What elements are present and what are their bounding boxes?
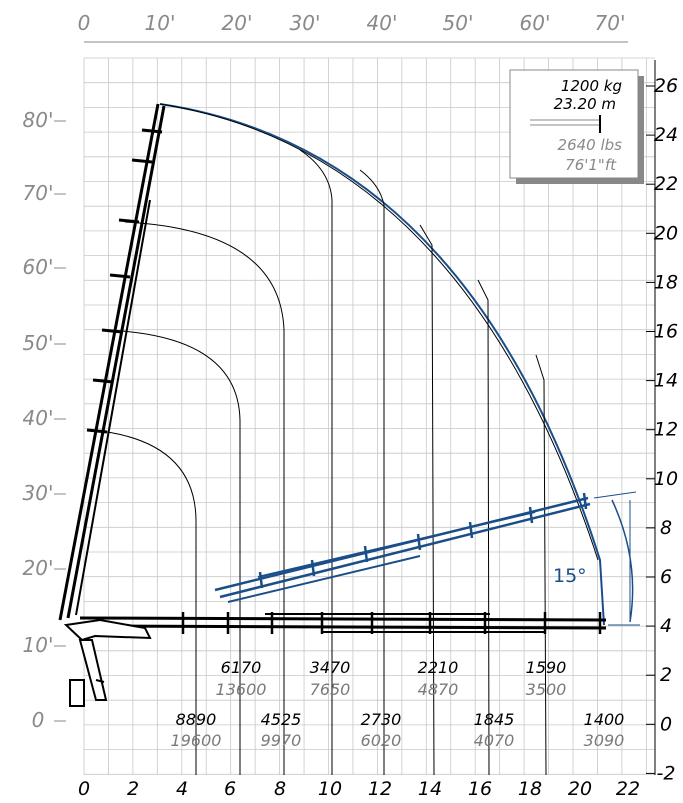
boom-joint: [528, 506, 534, 524]
ft-left-tick: 70': [23, 181, 54, 205]
feet-axis-left: 80' 70' 60' 50' 40' 30' 20' 10' 0: [23, 108, 66, 732]
m-right-tick: 0: [660, 713, 672, 735]
load-kg: 2210: [418, 658, 459, 677]
ft-left-tick: 30': [23, 481, 54, 505]
legend-m: 23.20 m: [554, 95, 616, 113]
boom-joint: [101, 328, 123, 334]
load-kg: 8890: [176, 710, 217, 729]
ft-left-tick: 40': [23, 406, 54, 430]
ft-top-tick: 0: [78, 11, 91, 35]
load-lbs: 7650: [310, 680, 351, 699]
load-curves: [91, 149, 547, 776]
ft-top-tick: 70': [595, 11, 626, 35]
ft-top-tick: 20': [222, 11, 253, 35]
load-lbs: 4870: [418, 680, 459, 699]
crane-base: [63, 618, 152, 707]
feet-axis-top: 0 10' 20' 30' 40' 50' 60' 70': [78, 11, 628, 43]
m-bottom-tick: 2: [127, 778, 139, 800]
ft-top-tick: 30': [290, 11, 321, 35]
legend-ft: 76'1"ft: [565, 156, 617, 174]
m-bottom-tick: 14: [418, 778, 442, 800]
load-kg: 6170: [221, 658, 262, 677]
load-lbs: 3090: [584, 731, 625, 750]
load-labels-lower: 8890 19600 4525 9970 2730 6020 1845 4070 1400 309…: [171, 710, 625, 750]
load-lbs: 19600: [171, 731, 222, 750]
legend-lbs: 2640 lbs: [558, 136, 623, 154]
boom-horizontal: [79, 612, 607, 634]
m-bottom-tick: 12: [368, 778, 392, 800]
legend-box: 1200 kg 23.20 m 2640 lbs 76'1"ft: [509, 69, 644, 184]
m-bottom-tick: 10: [318, 778, 342, 800]
angle-indicator: 15°: [553, 491, 640, 626]
meter-axis-bottom: 0 2 4 6 8 10 12 14 16 18 20 22: [78, 778, 640, 800]
ft-left-tick: 80': [23, 108, 54, 132]
ft-left-tick: 10': [23, 633, 54, 657]
m-right-tick: 8: [660, 517, 672, 539]
ft-left-tick: 60': [23, 255, 54, 279]
boom-joint: [468, 521, 474, 539]
ft-top-tick: 60': [520, 11, 551, 35]
boom-joint: [92, 378, 114, 384]
load-kg: 3470: [310, 658, 351, 677]
load-kg: 1590: [526, 658, 567, 677]
load-labels-upper: 6170 13600 3470 7650 2210 4870 1590 3500: [216, 658, 567, 699]
m-right-tick: 22: [654, 173, 678, 195]
ft-top-tick: 10': [145, 11, 176, 35]
m-bottom-tick: 16: [468, 778, 492, 800]
chart-grid: [83, 57, 655, 775]
m-right-tick: 10: [654, 468, 678, 490]
boom-joint: [310, 559, 316, 577]
legend-kg: 1200 kg: [561, 77, 622, 95]
boom-joint: [86, 428, 108, 434]
load-kg: 1400: [584, 710, 625, 729]
m-bottom-tick: 8: [274, 778, 286, 800]
boom-raised: [58, 103, 166, 621]
m-bottom-tick: 4: [176, 778, 188, 800]
load-lbs: 4070: [474, 731, 515, 750]
m-right-tick: 4: [660, 615, 672, 637]
angle-label: 15°: [553, 565, 587, 587]
m-right-tick: 24: [654, 124, 678, 146]
boom-joint: [131, 158, 153, 164]
m-right-tick: 2: [660, 664, 672, 686]
load-lbs: 9970: [261, 731, 302, 750]
boom-joint: [141, 128, 163, 134]
boom-joint: [416, 533, 422, 551]
load-kg: 2730: [361, 710, 402, 729]
m-right-tick: 16: [654, 321, 678, 343]
m-bottom-tick: 6: [224, 778, 236, 800]
m-bottom-tick: 18: [518, 778, 542, 800]
load-lbs: 6020: [361, 731, 402, 750]
m-right-tick: 14: [654, 370, 678, 392]
boom-joint: [258, 571, 264, 589]
ft-top-tick: 50': [443, 11, 474, 35]
boom-15deg: [214, 492, 591, 603]
load-kg: 1845: [474, 710, 515, 729]
ft-left-tick: 50': [23, 331, 54, 355]
ft-left-tick: 20': [23, 556, 54, 580]
m-right-tick: 12: [654, 419, 678, 441]
ft-left-tick: 0: [32, 708, 45, 732]
m-right-tick: 6: [660, 566, 672, 588]
ft-top-tick: 40': [367, 11, 398, 35]
m-right-tick: 26: [654, 75, 678, 97]
m-bottom-tick: 22: [616, 778, 640, 800]
boom-joint: [582, 492, 588, 510]
boom-joint: [363, 545, 369, 563]
load-lbs: 3500: [526, 680, 567, 699]
m-bottom-tick: 0: [78, 778, 90, 800]
m-bottom-tick: 20: [568, 778, 592, 800]
boom-joint: [118, 218, 140, 224]
m-right-tick: -2: [657, 762, 676, 784]
reach-envelope: [159, 103, 605, 626]
m-right-tick: 20: [654, 222, 678, 244]
load-kg: 4525: [261, 710, 302, 729]
load-lbs: 13600: [216, 680, 267, 699]
boom-joint: [109, 273, 131, 279]
m-right-tick: 18: [654, 271, 678, 293]
